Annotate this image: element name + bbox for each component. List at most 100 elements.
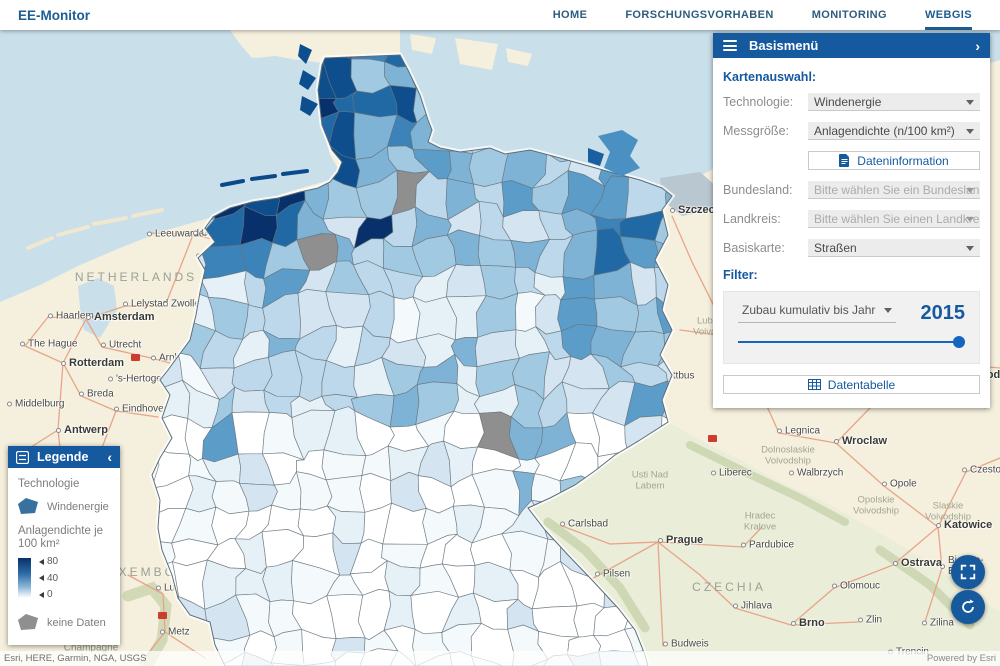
nav-webgis[interactable]: WEBGIS	[924, 0, 972, 30]
district-polygon[interactable]	[176, 57, 215, 102]
district-polygon[interactable]	[652, 52, 682, 96]
district-polygon[interactable]	[236, 110, 280, 158]
nav-forschungsvorhaben[interactable]: FORSCHUNGSVORHABEN	[625, 9, 774, 21]
district-polygon[interactable]	[681, 447, 728, 485]
district-polygon[interactable]	[509, 113, 548, 154]
district-polygon[interactable]	[208, 110, 246, 158]
district-polygon[interactable]	[176, 151, 212, 190]
district-polygon[interactable]	[469, 30, 516, 66]
district-polygon[interactable]	[594, 30, 627, 69]
district-polygon[interactable]	[652, 476, 697, 514]
district-polygon[interactable]	[536, 63, 569, 99]
district-polygon[interactable]	[685, 572, 723, 607]
district-polygon[interactable]	[650, 501, 702, 543]
district-polygon[interactable]	[383, 30, 417, 68]
district-polygon[interactable]	[413, 30, 455, 67]
menu-icon[interactable]	[723, 40, 737, 51]
district-polygon[interactable]	[508, 30, 547, 68]
district-polygon[interactable]	[150, 90, 181, 123]
district-polygon[interactable]	[562, 61, 610, 100]
district-polygon[interactable]	[556, 92, 603, 130]
district-polygon[interactable]	[145, 273, 184, 302]
year-slider-track[interactable]	[738, 341, 961, 343]
app-logo[interactable]: EE-Monitor	[18, 7, 90, 23]
district-polygon[interactable]	[626, 443, 665, 481]
district-polygon[interactable]	[297, 505, 337, 537]
district-polygon[interactable]	[633, 475, 661, 512]
district-polygon[interactable]	[509, 87, 540, 122]
district-polygon[interactable]	[442, 50, 478, 98]
district-polygon[interactable]	[170, 177, 216, 221]
district-polygon[interactable]	[209, 83, 252, 129]
district-polygon[interactable]	[656, 561, 687, 600]
district-polygon[interactable]	[652, 88, 686, 125]
district-polygon[interactable]	[325, 475, 366, 513]
district-polygon[interactable]	[684, 177, 714, 211]
district-polygon[interactable]	[661, 415, 699, 455]
district-polygon[interactable]	[176, 30, 212, 70]
district-polygon[interactable]	[562, 503, 602, 547]
district-polygon[interactable]	[665, 181, 693, 212]
district-polygon[interactable]	[621, 88, 663, 123]
district-polygon[interactable]	[623, 30, 665, 69]
district-polygon[interactable]	[530, 92, 564, 130]
district-polygon[interactable]	[271, 94, 298, 127]
district-polygon[interactable]	[277, 110, 298, 151]
district-polygon[interactable]	[145, 291, 179, 327]
district-polygon[interactable]	[687, 539, 729, 576]
district-polygon[interactable]	[650, 535, 698, 573]
basiskarte-select[interactable]: Straßen	[808, 239, 980, 257]
district-polygon[interactable]	[154, 414, 190, 455]
district-polygon[interactable]	[350, 34, 393, 63]
district-polygon[interactable]	[652, 447, 688, 486]
district-polygon[interactable]	[624, 500, 661, 543]
district-polygon[interactable]	[514, 63, 545, 99]
district-polygon[interactable]	[541, 34, 571, 68]
district-polygon[interactable]	[622, 535, 661, 568]
year-slider[interactable]	[738, 336, 965, 348]
district-polygon[interactable]	[685, 599, 720, 636]
district-polygon[interactable]	[592, 534, 632, 579]
district-polygon[interactable]	[697, 513, 729, 549]
district-polygon[interactable]	[681, 480, 728, 515]
district-polygon[interactable]	[560, 274, 595, 301]
district-polygon[interactable]	[199, 31, 249, 70]
reset-view-button[interactable]	[951, 590, 985, 624]
district-polygon[interactable]	[601, 61, 637, 100]
district-polygon[interactable]	[592, 92, 637, 114]
district-polygon[interactable]	[173, 92, 218, 122]
district-polygon[interactable]	[174, 110, 218, 158]
district-polygon[interactable]	[141, 147, 181, 189]
year-slider-knob[interactable]	[953, 336, 965, 348]
district-polygon[interactable]	[289, 30, 331, 60]
district-polygon[interactable]	[140, 30, 182, 66]
district-polygon[interactable]	[562, 32, 610, 69]
district-polygon[interactable]	[245, 83, 279, 129]
district-polygon[interactable]	[659, 148, 693, 190]
filter-mode-select[interactable]: Zubau kumulativ bis Jahr	[738, 301, 896, 323]
district-polygon[interactable]	[276, 140, 301, 190]
district-polygon[interactable]	[469, 63, 520, 94]
district-polygon[interactable]	[472, 87, 520, 122]
district-polygon[interactable]	[628, 561, 661, 601]
district-polygon[interactable]	[142, 57, 184, 95]
district-polygon[interactable]	[659, 116, 685, 159]
district-polygon[interactable]	[272, 30, 304, 65]
district-polygon[interactable]	[235, 149, 282, 192]
choropleth-layer[interactable]	[0, 30, 1000, 666]
district-polygon[interactable]	[389, 296, 421, 344]
district-polygon[interactable]	[149, 172, 178, 220]
district-polygon[interactable]	[655, 30, 690, 70]
district-polygon[interactable]	[593, 506, 635, 547]
district-polygon[interactable]	[150, 245, 188, 280]
messgroesse-select[interactable]: Anlagendichte (n/100 km²)	[808, 122, 980, 140]
technologie-select[interactable]: Windenergie	[808, 93, 980, 111]
district-polygon[interactable]	[442, 30, 479, 66]
datentabelle-button[interactable]: Datentabelle	[723, 375, 980, 394]
district-polygon[interactable]	[593, 476, 641, 516]
district-polygon[interactable]	[479, 264, 519, 300]
district-polygon[interactable]	[689, 412, 724, 451]
collapse-panel-icon[interactable]: ›	[975, 37, 980, 54]
district-polygon[interactable]	[652, 590, 686, 636]
collapse-legend-icon[interactable]: ‹	[107, 449, 112, 465]
